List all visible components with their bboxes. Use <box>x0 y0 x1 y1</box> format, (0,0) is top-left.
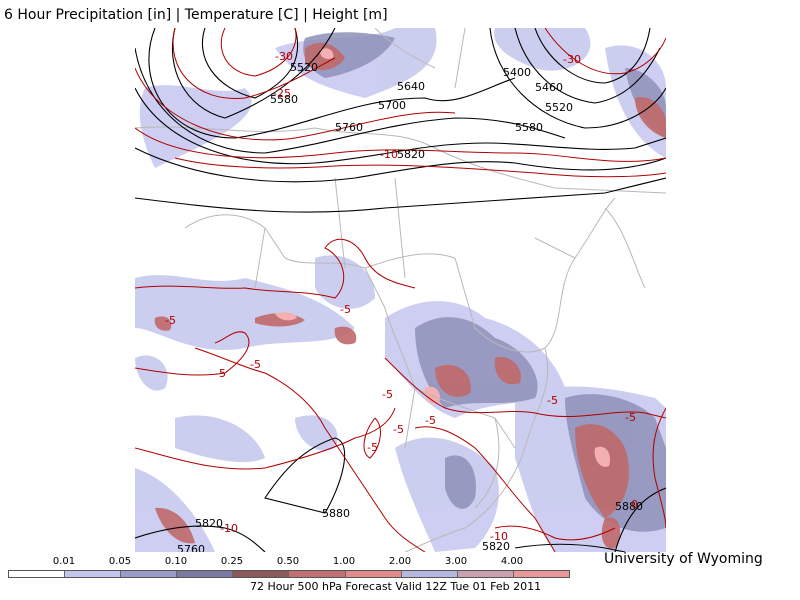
temperature-label: -10 <box>380 148 398 161</box>
legend-tick: 4.00 <box>500 556 524 567</box>
legend-tick: 1.00 <box>332 556 356 567</box>
precip-color-legend <box>8 570 570 578</box>
temperature-label: -5 <box>382 388 393 401</box>
legend-tick: 2.00 <box>388 556 412 567</box>
legend-swatch <box>289 571 346 577</box>
precip-max-areas <box>275 48 611 467</box>
legend-swatch <box>121 571 178 577</box>
map-title: 6 Hour Precipitation [in] | Temperature … <box>4 7 388 23</box>
height-label: 5820 <box>397 148 425 161</box>
weather-map: 5520 5580 5640 5700 5760 5820 5400 5460 … <box>135 28 666 552</box>
height-label: 5700 <box>378 99 406 112</box>
height-label: 5760 <box>335 121 363 134</box>
temperature-label: -5 <box>625 411 636 424</box>
credit-label: University of Wyoming <box>604 551 763 567</box>
temperature-label: -25 <box>273 87 291 100</box>
temperature-label: -10 <box>220 522 238 535</box>
temperature-label: -5 <box>250 358 261 371</box>
temperature-label: -5 <box>425 414 436 427</box>
legend-swatch <box>457 571 514 577</box>
height-label: 5520 <box>545 101 573 114</box>
legend-swatch <box>233 571 290 577</box>
temperature-label: -5 <box>215 367 226 380</box>
height-contours <box>135 28 666 552</box>
temperature-label: -30 <box>563 53 581 66</box>
temperature-label: -5 <box>393 423 404 436</box>
legend-swatch <box>65 571 122 577</box>
legend-swatch <box>177 571 234 577</box>
legend-swatch <box>9 571 66 577</box>
legend-tick: 0.01 <box>52 556 76 567</box>
height-label: 5640 <box>397 80 425 93</box>
legend-tick: 0.10 <box>164 556 188 567</box>
height-label: 5580 <box>270 93 298 106</box>
temperature-label: -5 <box>547 394 558 407</box>
height-label: 5580 <box>515 121 543 134</box>
legend-tick-labels: 0.01 0.05 0.10 0.25 0.50 1.00 2.00 3.00 … <box>0 556 800 570</box>
legend-tick: 0.50 <box>276 556 300 567</box>
height-label: 5460 <box>535 81 563 94</box>
height-label: 5760 <box>177 543 205 552</box>
legend-swatch <box>401 571 458 577</box>
height-label: 5880 <box>615 500 643 513</box>
forecast-valid-label: 72 Hour 500 hPa Forecast Valid 12Z Tue 0… <box>250 580 542 593</box>
height-label: 5520 <box>290 61 318 74</box>
height-label: 5820 <box>482 540 510 552</box>
temperature-label: -30 <box>275 50 293 63</box>
height-label: 5400 <box>503 66 531 79</box>
precip-heavy-areas <box>154 42 666 549</box>
temperature-label: 0 <box>631 498 638 511</box>
height-label: 5880 <box>322 507 350 520</box>
legend-tick: 3.00 <box>444 556 468 567</box>
height-label: 5820 <box>195 517 223 530</box>
country-borders <box>135 28 666 552</box>
legend-tick: 0.25 <box>220 556 244 567</box>
temperature-label: -5 <box>340 303 351 316</box>
temperature-contours <box>135 28 666 552</box>
temperature-label: -10 <box>490 530 508 543</box>
legend-swatch <box>345 571 402 577</box>
legend-swatch <box>513 571 569 577</box>
temperature-label: -5 <box>165 314 176 327</box>
legend-tick: 0.05 <box>108 556 132 567</box>
temperature-label: -5 <box>367 441 378 454</box>
